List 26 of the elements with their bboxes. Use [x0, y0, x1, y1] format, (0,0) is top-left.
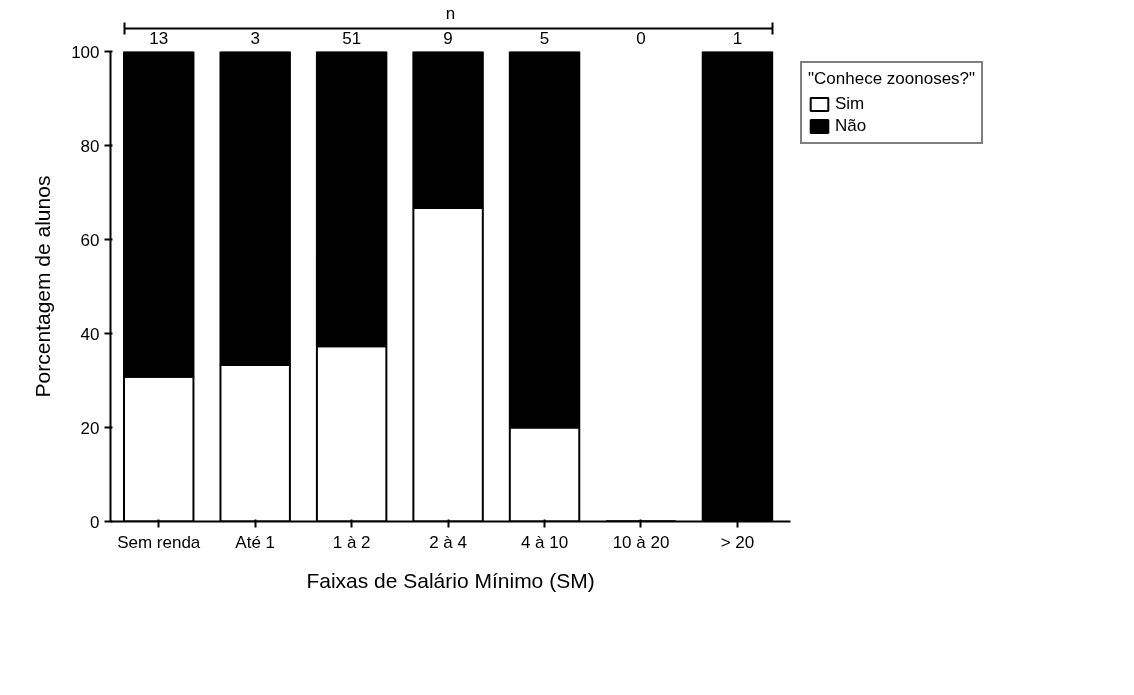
x-tick-label: > 20 — [720, 532, 755, 552]
legend-title: "Conhece zoonoses?" — [808, 69, 976, 89]
legend-label: Sim — [835, 94, 865, 114]
x-tick-label: Sem renda — [117, 532, 201, 552]
y-tick-label: 80 — [80, 136, 100, 156]
legend-label: Não — [835, 116, 867, 136]
text: 9 — [443, 28, 453, 48]
text: 3 — [250, 28, 260, 48]
y-tick-label: 20 — [80, 418, 100, 438]
text: 51 — [342, 28, 362, 48]
y-tick-label: 40 — [80, 324, 100, 344]
text: 5 — [539, 28, 550, 48]
x-tick-label: 2 à 4 — [429, 532, 467, 552]
y-tick-label: 60 — [80, 230, 100, 250]
x-tick-label: Até 1 — [235, 532, 276, 552]
x-tick-label: 10 à 20 — [612, 532, 670, 552]
text: 1 — [732, 28, 743, 48]
x-tick-label: 1 à 2 — [332, 532, 371, 552]
x-axis-title: Faixas de Salário Mínimo (SM) — [306, 568, 595, 592]
text: 13 — [149, 28, 169, 48]
y-tick-label: 100 — [71, 42, 100, 62]
y-axis-title: Porcentagem de alunos — [31, 175, 55, 398]
x-tick-label: 4 à 10 — [520, 532, 569, 552]
text: n — [445, 3, 456, 23]
text: 0 — [636, 28, 646, 48]
y-tick-label: 0 — [90, 512, 100, 532]
